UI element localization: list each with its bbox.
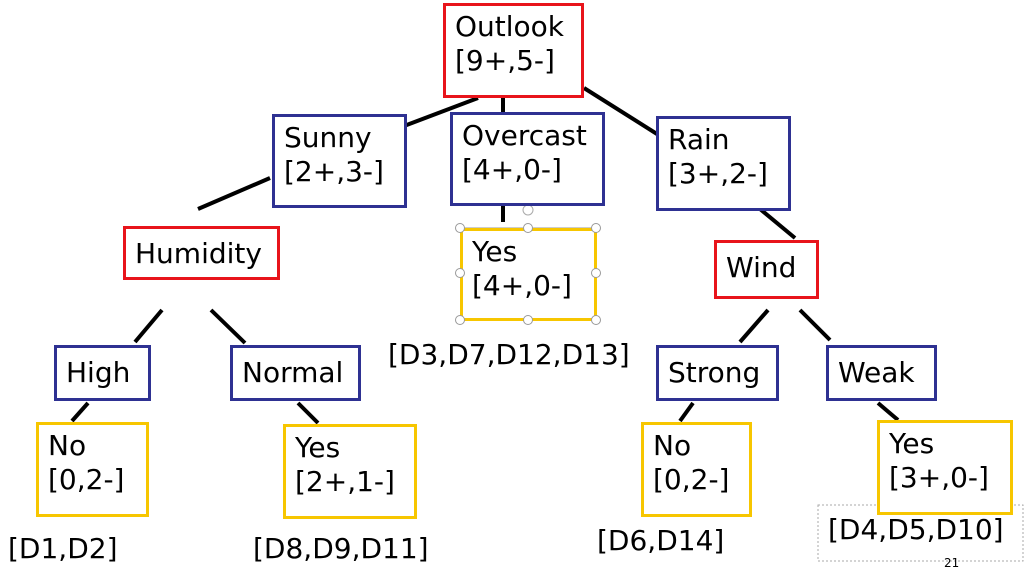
edge: [133, 308, 164, 344]
node-label: Weak: [838, 356, 915, 389]
handle: [455, 223, 465, 233]
example-list: [D6,D14]: [597, 524, 725, 557]
node-counts: [2+,1-]: [295, 465, 395, 498]
node-counts: [0,2-]: [48, 463, 125, 496]
edge: [876, 401, 900, 422]
node: Normal: [230, 345, 361, 401]
node-label: Overcast: [462, 119, 587, 152]
node: Yes [4+,0-]: [460, 228, 597, 321]
edge: [582, 86, 659, 136]
page-number: 21: [944, 556, 960, 570]
example-list: [D8,D9,D11]: [253, 532, 429, 565]
handle: [523, 223, 533, 233]
edge: [403, 96, 479, 128]
node-label: Wind: [726, 251, 797, 284]
node-label: Humidity: [135, 237, 262, 270]
node-label: Strong: [668, 356, 761, 389]
edge: [197, 176, 271, 211]
node-counts: [3+,0-]: [889, 461, 989, 494]
edge: [798, 308, 832, 342]
node-counts: [0,2-]: [653, 463, 730, 496]
node: Weak: [826, 345, 937, 401]
node: Wind: [714, 240, 819, 299]
edge: [70, 401, 90, 423]
node-label: Normal: [242, 356, 344, 389]
edge: [678, 401, 695, 423]
node-label: Rain: [668, 123, 730, 156]
node: Outlook [9+,5-]: [443, 3, 584, 98]
node: Humidity: [123, 226, 280, 280]
handle: [523, 315, 533, 325]
node-label: High: [66, 356, 131, 389]
node-label: Outlook: [455, 10, 565, 43]
edge: [209, 308, 247, 345]
node-label: Yes: [472, 235, 518, 268]
node-label: Sunny: [284, 121, 372, 154]
node-counts: [3+,2-]: [668, 157, 768, 190]
example-list: [D1,D2]: [8, 532, 118, 565]
handle: [455, 268, 465, 278]
node: Yes [3+,0-]: [877, 420, 1013, 515]
example-list: [D3,D7,D12,D13]: [388, 338, 630, 371]
node: Yes [2+,1-]: [283, 424, 417, 519]
handle: [591, 268, 601, 278]
edge: [296, 401, 320, 425]
node-counts: [4+,0-]: [462, 153, 562, 186]
node: No [0,2-]: [641, 422, 752, 517]
node: High: [54, 345, 151, 401]
selection-box: [817, 504, 1024, 562]
edge-lines: [70, 86, 900, 425]
node: Overcast [4+,0-]: [450, 112, 605, 206]
node-label: Yes: [889, 427, 935, 460]
node: Strong: [656, 345, 779, 401]
handle: [591, 223, 601, 233]
example-list: [D4,D5,D10]: [828, 513, 1004, 546]
node-label: No: [48, 429, 87, 462]
node-counts: [9+,5-]: [455, 44, 555, 77]
rotate-handle: [522, 204, 534, 216]
node-label: Yes: [295, 431, 341, 464]
node: Sunny [2+,3-]: [272, 114, 407, 208]
node-counts: [2+,3-]: [284, 155, 384, 188]
edge: [758, 207, 797, 240]
handle: [591, 315, 601, 325]
node: Rain [3+,2-]: [656, 116, 791, 211]
node-label: No: [653, 429, 692, 462]
node-counts: [4+,0-]: [472, 269, 572, 302]
edge: [738, 308, 770, 344]
node: No [0,2-]: [36, 422, 149, 517]
handle: [455, 315, 465, 325]
